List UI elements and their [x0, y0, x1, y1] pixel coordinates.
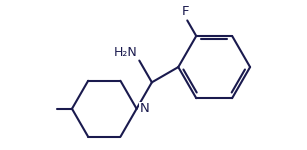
Text: H₂N: H₂N	[114, 46, 138, 59]
Text: F: F	[182, 5, 189, 18]
Text: N: N	[139, 102, 149, 115]
